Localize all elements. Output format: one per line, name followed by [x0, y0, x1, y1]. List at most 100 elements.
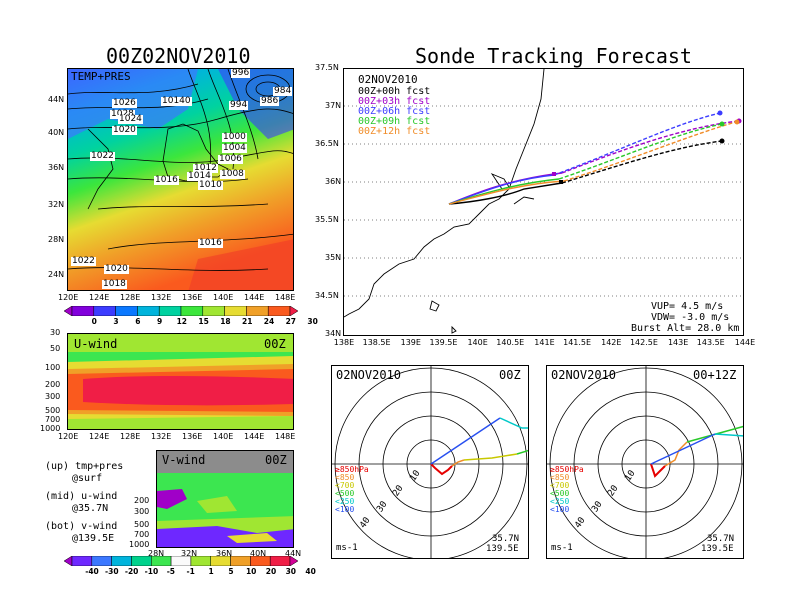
colorbar-swatch [64, 306, 73, 316]
uwind-x-tick: 136E [182, 432, 203, 441]
track-y-tick: 36N [325, 177, 342, 186]
track-x-tick: 138.5E [362, 338, 391, 347]
hodo-level-label: <250 [550, 497, 570, 506]
colorbar-swatch [158, 306, 182, 316]
uwind-x-tick: 128E [120, 432, 141, 441]
colorbar-swatch [289, 306, 298, 316]
colorbar-tick: -10 [144, 567, 159, 576]
track-x-tick: 140E [467, 338, 488, 347]
colorbar-tick: 24 [263, 317, 275, 326]
track-legend-item: 00Z+03h fcst [358, 96, 431, 107]
uwind-x-tick: 124E [89, 432, 110, 441]
map-x-tick: 124E [89, 293, 110, 302]
wind-colorbar [64, 556, 298, 566]
map-x-tick: 140E [213, 293, 234, 302]
track-x-tick: 139E [400, 338, 421, 347]
colorbar-tick: 20 [265, 567, 277, 576]
colorbar-tick: -40 [85, 567, 99, 576]
colorbar-tick: 15 [198, 317, 209, 326]
uwind-y-tick: 100 [45, 363, 61, 372]
uwind-time: 00Z [264, 337, 286, 351]
uwind-x-tick: 144E [244, 432, 265, 441]
vup-text: VUP= 4.5 m/s [651, 301, 724, 312]
isobar-label: 1016 [154, 175, 179, 185]
track-legend-item: 00Z+12h fcst [358, 126, 431, 137]
isobar-label: 1022 [71, 256, 96, 266]
burst-text: Burst Alt= 28.0 km [631, 323, 740, 334]
colorbar-swatch [170, 556, 192, 566]
uwind-y-tick: 200 [45, 380, 61, 389]
temp-pres-map: TEMP+PRES 996 986 984 1026 10140 1028 99… [67, 68, 294, 291]
hodo-left-lon: 139.5E [486, 544, 519, 554]
colorbar-swatch [71, 306, 95, 316]
hodograph-left: 02NOV2010 00Z 10 20 30 40 ≥850hPa <850 <70… [331, 365, 529, 559]
hodo-left-units: ms-1 [336, 543, 358, 553]
colorbar-tick: 3 [113, 317, 119, 326]
track-x-tick: 138E [333, 338, 355, 347]
map-x-tick: 132E [151, 293, 172, 302]
map-x-tick: 128E [120, 293, 141, 302]
map-x-tick: 136E [182, 293, 203, 302]
colorbar-tick: -20 [124, 567, 139, 576]
track-x-tick: 142.5E [629, 338, 658, 347]
isobar-label: 1020 [112, 125, 137, 135]
track-y-tick: 36.5N [315, 139, 339, 148]
hodograph-right-svg [547, 366, 743, 558]
map-y-tick: 24N [48, 270, 65, 279]
colorbar-tick: 12 [176, 317, 188, 326]
colorbar-swatch [91, 556, 112, 566]
isobar-label: 1012 [193, 163, 218, 173]
isobar-label: 1028 [110, 109, 135, 119]
hodograph-left-svg [332, 366, 528, 558]
isobar-label: 1004 [222, 143, 247, 153]
hodo-right-lat: 35.7N [707, 534, 735, 544]
uwind-x-tick: 120E [58, 432, 79, 441]
track-x-tick: 143.5E [696, 338, 725, 347]
uwind-panel: U-wind 00Z [67, 333, 294, 430]
vwind-x-tick: 36N [216, 549, 233, 558]
uwind-y-tick: 700 [45, 415, 61, 424]
isobar-label: 1010 [198, 180, 223, 190]
vwind-panel: V-wind 00Z [156, 450, 294, 548]
colorbar-tick: -5 [166, 567, 176, 576]
isobar-label: 1008 [220, 169, 245, 179]
isobar-label: 1024 [118, 114, 143, 124]
isobar-label: 986 [260, 96, 280, 106]
hodo-level-label: <250 [335, 497, 355, 506]
hodo-level-label: <500 [550, 489, 570, 498]
colorbar-tick: -1 [186, 567, 195, 576]
colorbar-swatch [180, 306, 204, 316]
colorbar-tick: 21 [242, 317, 253, 326]
note-bot-2: @139.5E [72, 533, 115, 544]
temp-colorbar [64, 306, 298, 316]
map-y-tick: 40N [48, 128, 65, 137]
track-x-tick: 139.5E [429, 338, 458, 347]
hodo-right-time: 00+12Z [693, 368, 737, 382]
track-y-tick: 34N [325, 329, 342, 338]
colorbar-swatch [93, 306, 116, 316]
note-bot-1: (bot) v-wind [45, 521, 118, 532]
isobar-label: 1006 [218, 154, 243, 164]
left-title: 00Z02NOV2010 [106, 44, 251, 68]
uwind-y-tick: 500 [45, 406, 61, 415]
vwind-y-tick: 700 [134, 530, 150, 539]
isobar-label: 10140 [161, 96, 192, 106]
uwind-y-tick: 300 [45, 392, 61, 401]
colorbar-tick: 0 [91, 317, 97, 326]
hodo-level-label: <100 [550, 505, 570, 514]
colorbar-tick: 18 [220, 317, 231, 326]
track-x-tick: 141.5E [563, 338, 592, 347]
track-x-tick: 142E [601, 338, 622, 347]
vwind-time: 00Z [265, 453, 287, 467]
track-legend-item: 00Z+09h fcst [358, 116, 431, 127]
vwind-y-tick: 300 [134, 507, 150, 516]
track-x-tick: 140.5E [496, 338, 525, 347]
hodo-left-lat: 35.7N [492, 534, 520, 544]
colorbar-tick: -30 [105, 567, 119, 576]
hodo-level-label: <850 [550, 473, 570, 482]
isobar-label: 1022 [90, 151, 115, 161]
colorbar-tick: 30 [285, 567, 297, 576]
uwind-x-tick: 148E [275, 432, 296, 441]
hodo-level-label: <700 [335, 481, 355, 490]
hodo-level-label: <100 [335, 505, 355, 514]
